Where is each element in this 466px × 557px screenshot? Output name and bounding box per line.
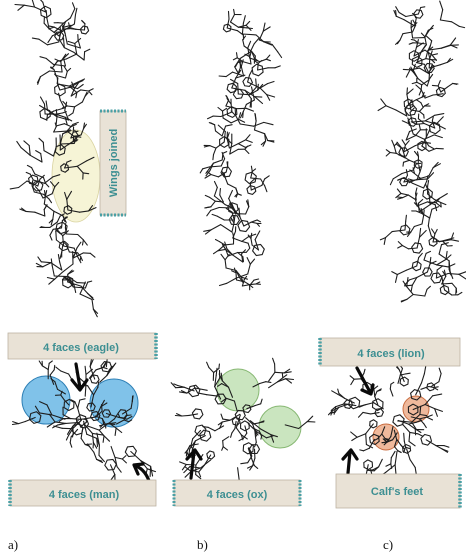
wings-joined-highlight [51, 129, 101, 223]
ox-text: 4 faces (ox) [207, 489, 268, 501]
panel-label-a: a) [8, 537, 18, 552]
label-eagle: 4 faces (eagle) [7, 332, 158, 360]
panel-label-c: c) [383, 537, 393, 552]
calf-text: Calf's feet [371, 486, 423, 498]
label-ox: 4 faces (ox) [172, 479, 302, 507]
arrow-lion [355, 366, 375, 396]
helix-b [199, 8, 283, 291]
label-wings-joined: Wings joined [99, 109, 127, 217]
helix-a [9, 0, 99, 318]
helix-c [377, 0, 466, 303]
arrow-eagle [70, 362, 89, 392]
core-a [11, 339, 157, 490]
label-lion: 4 faces (lion) [318, 337, 461, 367]
lion-face-highlights [372, 395, 430, 451]
arrow-ox [185, 448, 203, 480]
molecular-structures [9, 0, 466, 494]
man-text: 4 faces (man) [49, 489, 120, 501]
core-b [170, 357, 316, 494]
panel-label-b: b) [197, 537, 208, 552]
label-man: 4 faces (man) [8, 479, 157, 507]
wings-joined-text: Wings joined [108, 129, 120, 197]
core-c [327, 348, 450, 492]
label-calf: Calf's feet [335, 473, 462, 509]
arrow-calf [341, 448, 359, 475]
lion-text: 4 faces (lion) [357, 348, 425, 360]
eagle-text: 4 faces (eagle) [43, 342, 119, 354]
